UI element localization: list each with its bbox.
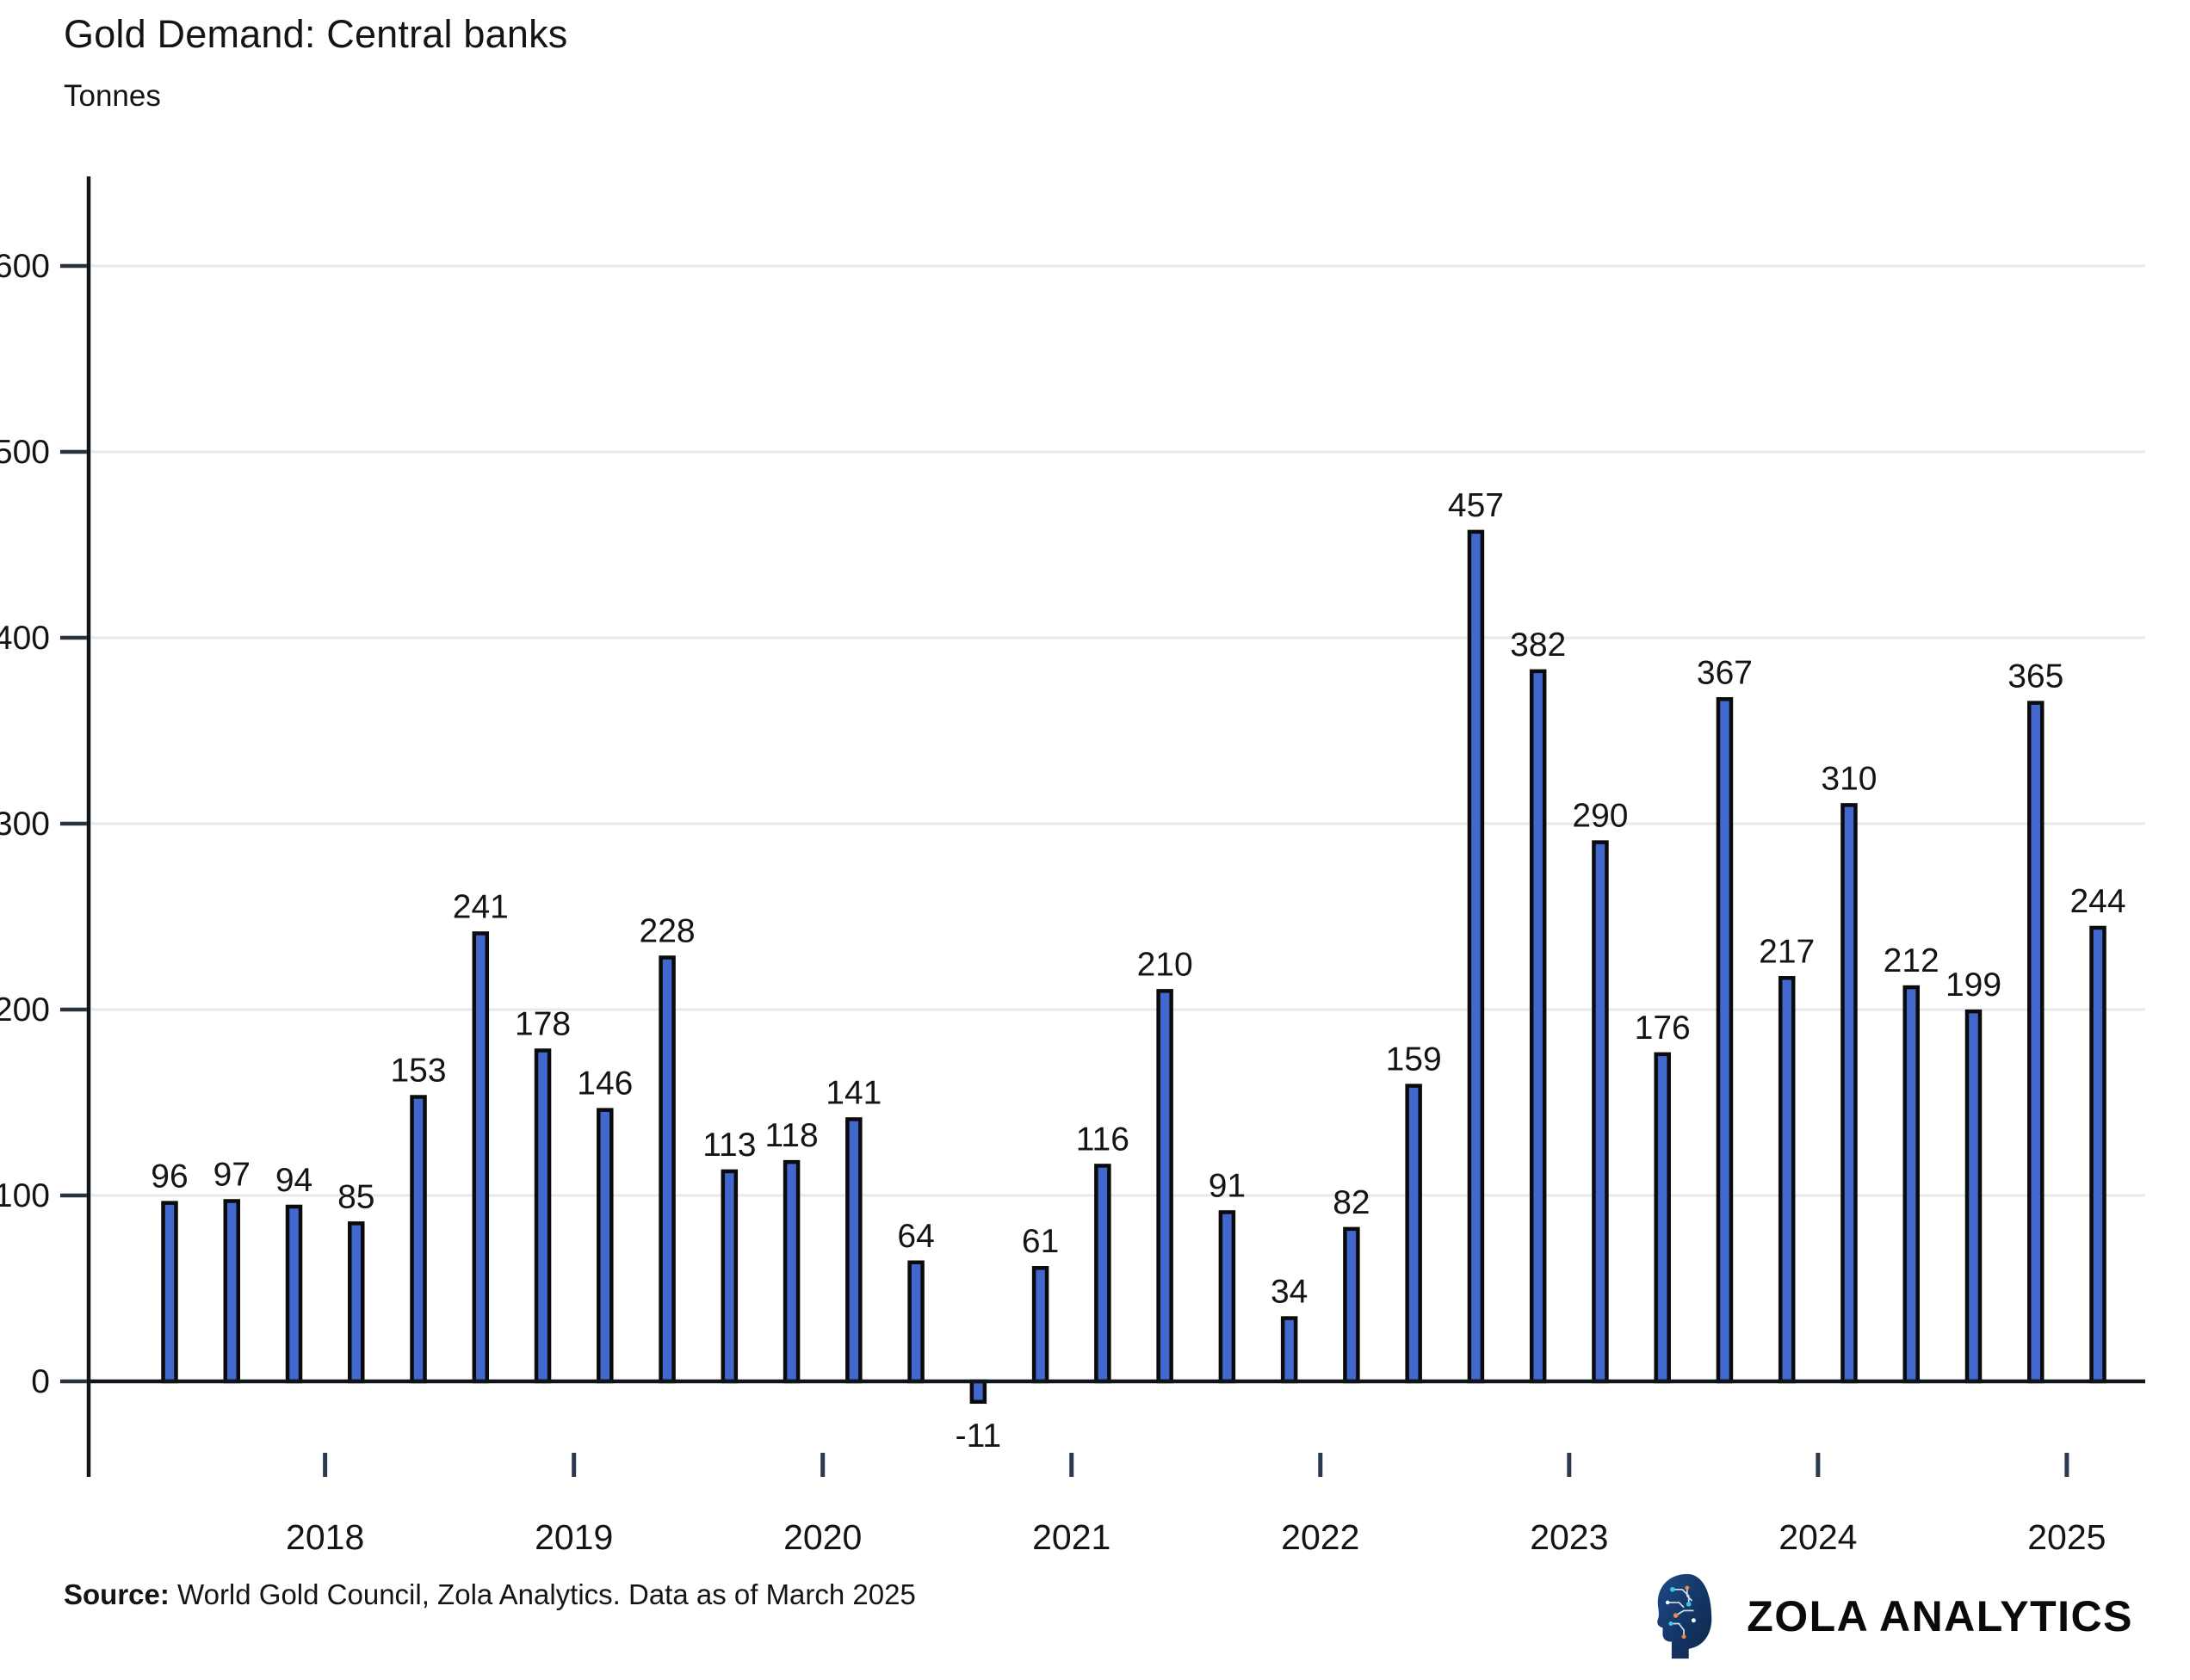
bar-value-label: 153 xyxy=(390,1053,446,1090)
brand-logo-block: ZOLA ANALYTICS xyxy=(1647,1572,2133,1661)
y-tick-label-600: 600 xyxy=(0,248,50,285)
bar-value-label: 457 xyxy=(1448,487,1504,524)
bar-value-label: 61 xyxy=(1022,1223,1059,1260)
bar-q31 xyxy=(2026,701,2045,1384)
bar-value-label: 34 xyxy=(1271,1274,1308,1311)
head-silhouette xyxy=(1657,1573,1712,1659)
bar-value-label: 365 xyxy=(2007,658,2063,695)
y-tick-label-500: 500 xyxy=(0,434,50,471)
bar-value-label: 199 xyxy=(1946,967,2001,1004)
source-label: Source: xyxy=(64,1578,170,1610)
bar-value-label: 82 xyxy=(1333,1184,1370,1221)
bar-q23 xyxy=(1529,669,1547,1384)
bar-q12 xyxy=(845,1117,863,1384)
bar-q28 xyxy=(1840,803,1858,1384)
bar-value-label: 91 xyxy=(1209,1167,1246,1204)
bar-value-label: 217 xyxy=(1759,933,1815,970)
y-tick-label-200: 200 xyxy=(0,991,50,1028)
bar-value-label: 367 xyxy=(1697,654,1753,691)
x-tick-label-2021: 2021 xyxy=(1032,1517,1110,1557)
chart-header: Gold Demand: Central banks Tonnes xyxy=(64,12,568,114)
x-tick-label-2018: 2018 xyxy=(286,1517,364,1557)
bar-q19 xyxy=(1280,1316,1298,1384)
source-text: World Gold Council, Zola Analytics. Data… xyxy=(169,1578,916,1610)
source-note: Source: World Gold Council, Zola Analyti… xyxy=(64,1578,916,1611)
bar-value-label: 94 xyxy=(275,1162,312,1199)
bar-q29 xyxy=(1902,985,1920,1384)
bar-value-label: 176 xyxy=(1635,1010,1691,1047)
bar-value-label: 178 xyxy=(515,1006,571,1043)
bar-q11 xyxy=(783,1159,801,1384)
bar-q1 xyxy=(161,1201,178,1384)
bar-value-label: 159 xyxy=(1386,1041,1442,1078)
bar-q17 xyxy=(1156,989,1173,1384)
x-tick-label-2024: 2024 xyxy=(1779,1517,1857,1557)
bar-value-label: 210 xyxy=(1137,946,1193,983)
bar-value-label: 212 xyxy=(1884,942,1939,979)
bar-q9 xyxy=(659,955,676,1384)
x-tick-label-2019: 2019 xyxy=(535,1517,613,1557)
bar-q3 xyxy=(285,1204,303,1384)
bar-value-label: 64 xyxy=(897,1218,934,1255)
x-tick-label-2023: 2023 xyxy=(1530,1517,1608,1557)
bar-value-label: 146 xyxy=(577,1065,633,1102)
bar-q13 xyxy=(907,1260,925,1384)
bar-value-label: 310 xyxy=(1821,760,1877,797)
bar-q7 xyxy=(534,1048,552,1384)
bar-value-label: 244 xyxy=(2069,883,2125,920)
y-tick-label-300: 300 xyxy=(0,806,50,843)
bar-value-label: 116 xyxy=(1076,1121,1129,1158)
bar-value-label: 241 xyxy=(453,888,509,925)
x-tick-label-2025: 2025 xyxy=(2027,1517,2106,1557)
y-tick-label-400: 400 xyxy=(0,620,50,657)
bar-q27 xyxy=(1778,976,1796,1384)
bar-q6 xyxy=(472,931,490,1384)
bar-q10 xyxy=(721,1169,739,1384)
bar-q15 xyxy=(1031,1265,1049,1384)
bar-value-label: 85 xyxy=(337,1178,374,1215)
bar-q26 xyxy=(1716,697,1734,1384)
bar-q24 xyxy=(1592,840,1609,1384)
y-tick-label-0: 0 xyxy=(31,1363,50,1400)
bar-q30 xyxy=(1964,1009,1983,1384)
bar-value-label: 382 xyxy=(1510,627,1566,664)
y-tick-label-100: 100 xyxy=(0,1177,50,1214)
bar-q2 xyxy=(223,1199,241,1384)
bar-q18 xyxy=(1218,1210,1236,1384)
bar-value-label: 113 xyxy=(702,1127,756,1164)
bar-value-label: 141 xyxy=(826,1074,882,1111)
chart-subtitle: Tonnes xyxy=(64,79,161,113)
bar-value-label: 96 xyxy=(151,1158,188,1195)
bar-q32 xyxy=(2089,925,2106,1384)
bar-value-label: -11 xyxy=(956,1418,1001,1455)
bar-q14 xyxy=(969,1379,987,1405)
bar-q20 xyxy=(1343,1226,1360,1384)
bar-value-label: 290 xyxy=(1572,798,1628,835)
bar-q22 xyxy=(1467,529,1485,1384)
bar-q5 xyxy=(410,1095,427,1384)
circuit-nodes xyxy=(1666,1585,1697,1640)
bar-q16 xyxy=(1094,1164,1111,1384)
bar-q25 xyxy=(1654,1052,1671,1384)
bar-q21 xyxy=(1405,1084,1422,1384)
bar-q4 xyxy=(348,1221,365,1384)
brand-name: ZOLA ANALYTICS xyxy=(1747,1592,2133,1640)
bar-q8 xyxy=(597,1108,614,1384)
bar-value-label: 118 xyxy=(764,1117,818,1154)
zola-head-logo-icon xyxy=(1657,1573,1712,1659)
x-tick-label-2020: 2020 xyxy=(783,1517,862,1557)
bar-value-label: 228 xyxy=(640,913,696,950)
x-tick-label-2022: 2022 xyxy=(1281,1517,1359,1557)
bar-value-label: 97 xyxy=(213,1156,251,1193)
chart-title: Gold Demand: Central banks xyxy=(64,12,568,56)
